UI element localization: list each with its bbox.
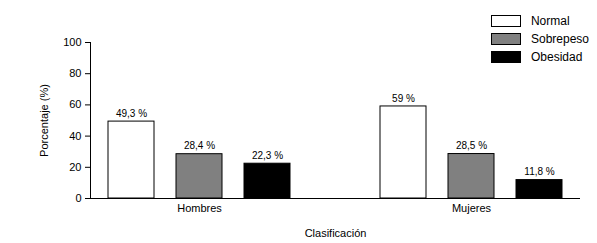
svg-text:20: 20 <box>69 161 81 173</box>
svg-text:0: 0 <box>75 192 81 204</box>
svg-text:60: 60 <box>69 98 81 110</box>
svg-text:Mujeres: Mujeres <box>452 202 492 214</box>
svg-text:40: 40 <box>69 130 81 142</box>
html-text:Obesidad: Obesidad <box>531 50 583 64</box>
svg-text:Clasificación: Clasificación <box>305 227 367 239</box>
html-text:Sobrepeso: Sobrepeso <box>531 32 589 46</box>
svg-text:49,3 %: 49,3 % <box>116 108 147 119</box>
svg-text:100: 100 <box>63 36 81 48</box>
svg-text:59 %: 59 % <box>392 93 415 104</box>
svg-text:11,8 %: 11,8 % <box>524 166 554 177</box>
svg-text:Hombres: Hombres <box>177 202 222 214</box>
svg-text:22,3 %: 22,3 % <box>252 150 283 161</box>
html-text:Normal: Normal <box>531 14 570 28</box>
svg-text:28,5 %: 28,5 % <box>456 140 487 151</box>
svg-text:80: 80 <box>69 67 81 79</box>
svg-text:Porcentaje (%): Porcentaje (%) <box>38 84 50 157</box>
svg-text:28,4 %: 28,4 % <box>184 140 215 151</box>
